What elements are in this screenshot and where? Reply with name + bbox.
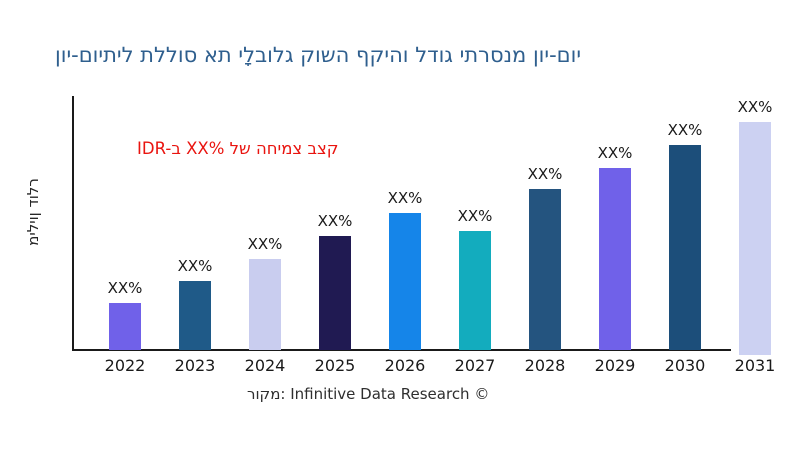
x-tick-label-2022: 2022: [104, 356, 146, 375]
x-tick-label-2030: 2030: [664, 356, 706, 375]
bar-value-label-2024: XX%: [247, 235, 283, 253]
chart-title: ןוי-םויתיל תללוס את ילָבולג קושה ףקיהו ל…: [55, 43, 582, 67]
bar-value-label-2023: XX%: [177, 257, 213, 275]
x-tick-label-2025: 2025: [314, 356, 356, 375]
bar-2024: [249, 259, 281, 350]
x-tick-label-2029: 2029: [594, 356, 636, 375]
bar-value-label-2030: XX%: [667, 121, 703, 139]
x-tick-label-2024: 2024: [244, 356, 286, 375]
bar-2025: [319, 236, 351, 350]
bar-value-label-2028: XX%: [527, 165, 563, 183]
source-attribution: רוקמ: Infinitive Data Research ©: [247, 385, 490, 403]
bar-2022: [109, 303, 141, 350]
bar-2030: [669, 145, 701, 350]
bar-value-label-2026: XX%: [387, 189, 423, 207]
y-axis-line: [72, 96, 74, 351]
bar-2031: [739, 122, 771, 355]
x-tick-label-2026: 2026: [384, 356, 426, 375]
bar-value-label-2025: XX%: [317, 212, 353, 230]
x-tick-label-2031: 2031: [734, 356, 776, 375]
bar-value-label-2029: XX%: [597, 144, 633, 162]
bar-2028: [529, 189, 561, 350]
x-tick-label-2028: 2028: [524, 356, 566, 375]
growth-rate-annotation: IDR-ב XX% לש החימצ בצק: [137, 139, 339, 158]
bar-2029: [599, 168, 631, 350]
y-axis-label: מיליון דולר: [24, 178, 42, 246]
x-tick-label-2023: 2023: [174, 356, 216, 375]
x-tick-label-2027: 2027: [454, 356, 496, 375]
bar-value-label-2027: XX%: [457, 207, 493, 225]
bar-2023: [179, 281, 211, 350]
bar-2026: [389, 213, 421, 350]
bar-value-label-2031: XX%: [737, 98, 773, 116]
bar-2027: [459, 231, 491, 350]
x-axis-line: [72, 349, 731, 351]
bar-value-label-2022: XX%: [107, 279, 143, 297]
